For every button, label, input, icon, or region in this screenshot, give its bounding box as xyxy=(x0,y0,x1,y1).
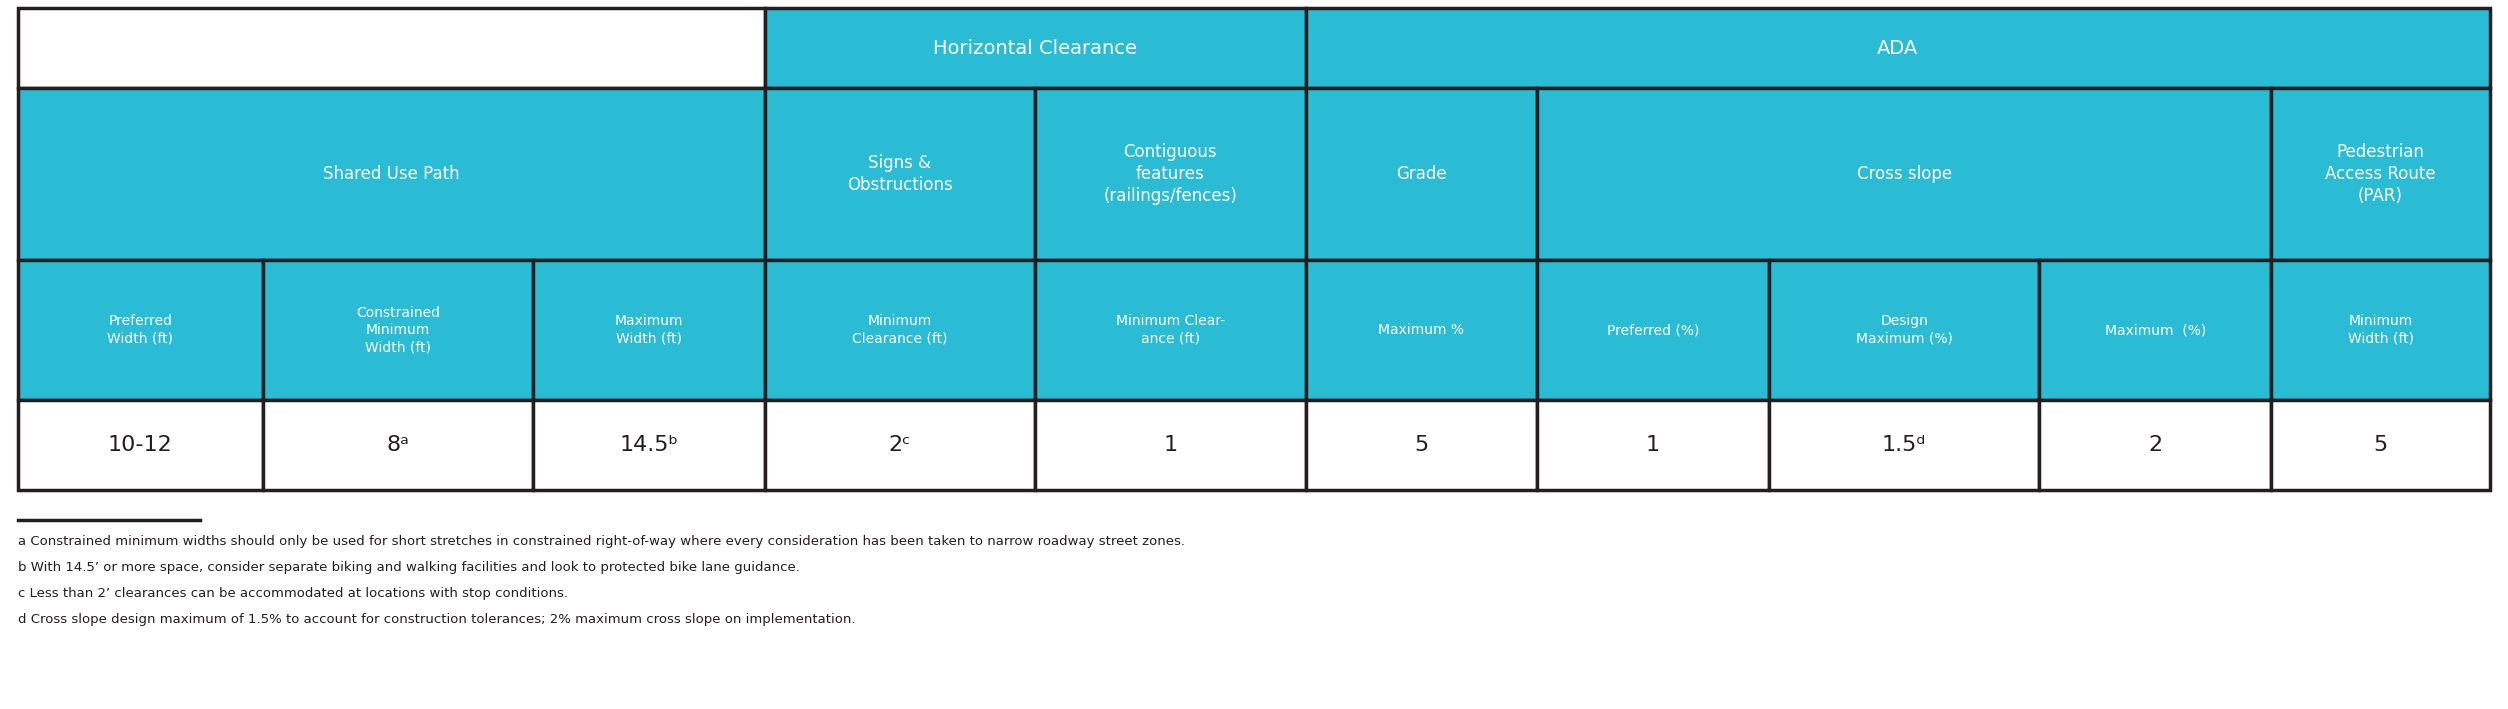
Bar xyxy=(765,400,1036,490)
Text: Design
Maximum (%): Design Maximum (%) xyxy=(1856,314,1954,346)
Text: b With 14.5’ or more space, consider separate biking and walking facilities and : b With 14.5’ or more space, consider sep… xyxy=(18,561,800,574)
Text: Minimum
Clearance (ft): Minimum Clearance (ft) xyxy=(853,314,948,346)
Bar xyxy=(2272,400,2490,490)
Bar xyxy=(2272,88,2490,260)
Text: 1.5ᵈ: 1.5ᵈ xyxy=(1881,435,1926,455)
Text: c Less than 2’ clearances can be accommodated at locations with stop conditions.: c Less than 2’ clearances can be accommo… xyxy=(18,587,567,600)
Text: ADA: ADA xyxy=(1876,38,1919,57)
Bar xyxy=(1768,260,2039,400)
Text: Pedestrian
Access Route
(PAR): Pedestrian Access Route (PAR) xyxy=(2325,143,2435,205)
Bar xyxy=(1307,8,2490,88)
Bar xyxy=(765,260,1036,400)
Text: 1: 1 xyxy=(1645,435,1660,455)
Text: 5: 5 xyxy=(2373,435,2388,455)
Bar xyxy=(534,260,765,400)
Text: 8ᵃ: 8ᵃ xyxy=(386,435,409,455)
Bar xyxy=(534,400,765,490)
Bar xyxy=(2272,260,2490,400)
Bar xyxy=(1537,88,2272,260)
Bar xyxy=(765,8,1307,88)
Text: 2: 2 xyxy=(2149,435,2162,455)
Bar xyxy=(263,400,534,490)
Bar xyxy=(1537,260,1768,400)
Bar xyxy=(1307,400,1537,490)
Text: 2ᶜ: 2ᶜ xyxy=(888,435,910,455)
Text: Minimum
Width (ft): Minimum Width (ft) xyxy=(2347,314,2413,346)
Bar xyxy=(1768,400,2039,490)
Text: Minimum Clear-
ance (ft): Minimum Clear- ance (ft) xyxy=(1116,314,1224,346)
Text: 14.5ᵇ: 14.5ᵇ xyxy=(619,435,677,455)
Bar xyxy=(18,88,765,260)
Text: 5: 5 xyxy=(1415,435,1430,455)
Bar xyxy=(1036,400,1307,490)
Text: Signs &
Obstructions: Signs & Obstructions xyxy=(848,154,953,194)
Text: Shared Use Path: Shared Use Path xyxy=(324,165,459,183)
Text: Maximum
Width (ft): Maximum Width (ft) xyxy=(614,314,682,346)
Bar xyxy=(18,260,263,400)
Bar xyxy=(1036,260,1307,400)
Bar xyxy=(1307,260,1537,400)
Text: Horizontal Clearance: Horizontal Clearance xyxy=(933,38,1136,57)
Bar xyxy=(1307,88,1537,260)
Bar xyxy=(263,260,534,400)
Text: Maximum  (%): Maximum (%) xyxy=(2104,323,2207,337)
Text: Preferred
Width (ft): Preferred Width (ft) xyxy=(108,314,173,346)
Text: Constrained
Minimum
Width (ft): Constrained Minimum Width (ft) xyxy=(356,306,439,354)
Text: a Constrained minimum widths should only be used for short stretches in constrai: a Constrained minimum widths should only… xyxy=(18,535,1184,548)
Bar xyxy=(2039,260,2272,400)
Bar xyxy=(1036,88,1307,260)
Text: d Cross slope design maximum of 1.5% to account for construction tolerances; 2% : d Cross slope design maximum of 1.5% to … xyxy=(18,613,855,626)
Bar xyxy=(1537,400,1768,490)
Text: Cross slope: Cross slope xyxy=(1856,165,1951,183)
Bar xyxy=(18,400,263,490)
Bar xyxy=(2039,400,2272,490)
Text: Grade: Grade xyxy=(1397,165,1447,183)
Text: 1: 1 xyxy=(1164,435,1176,455)
Text: 10-12: 10-12 xyxy=(108,435,173,455)
Bar xyxy=(765,88,1036,260)
Text: Contiguous
features
(railings/fences): Contiguous features (railings/fences) xyxy=(1104,143,1236,205)
Bar xyxy=(18,8,765,88)
Text: Preferred (%): Preferred (%) xyxy=(1608,323,1700,337)
Text: Maximum %: Maximum % xyxy=(1379,323,1465,337)
